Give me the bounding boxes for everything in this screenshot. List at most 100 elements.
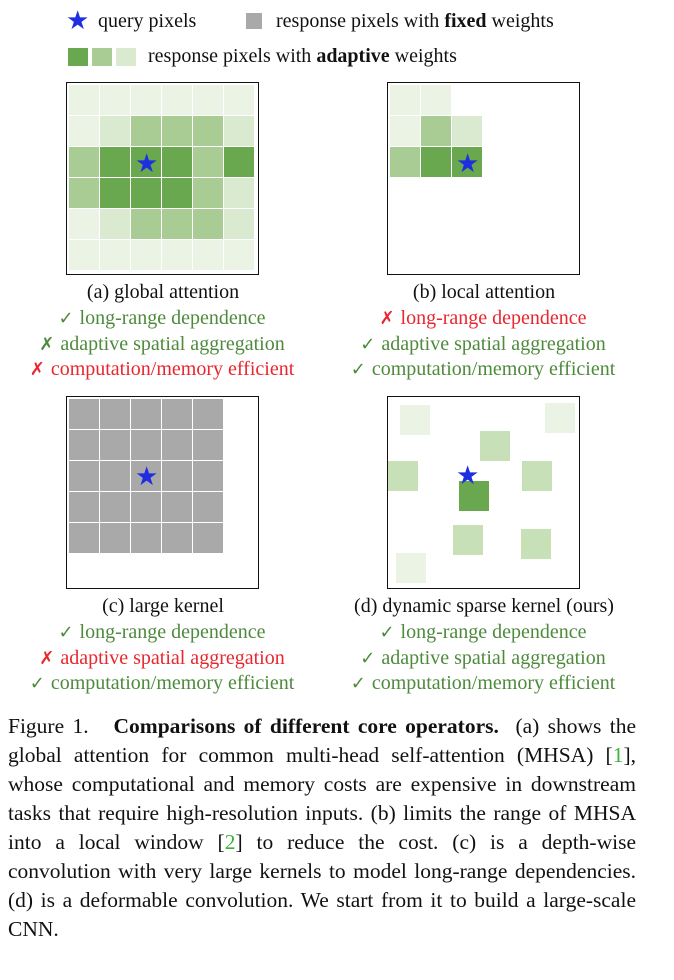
sparse-cell (388, 461, 418, 491)
criterion-text: computation/memory efficient (50, 358, 295, 380)
criterion-item: ✓ long-range dependence (2, 621, 322, 644)
grid-cell (193, 85, 223, 115)
query-star-icon: ★ (456, 149, 480, 179)
figure-caption: Figure 1. Comparisons of different core … (8, 712, 636, 944)
criterion-text: long-range dependence (79, 307, 266, 329)
grid-cell (452, 116, 482, 146)
sparse-cell (521, 529, 551, 559)
grid-cell (69, 430, 99, 460)
grid-cell (162, 492, 192, 522)
sparse-cell (396, 553, 426, 583)
criterion-item: ✓ computation/memory efficient (2, 672, 322, 695)
check-icon: ✓ (379, 622, 395, 643)
grid-cell (193, 492, 223, 522)
criterion-item: ✗ computation/memory efficient (2, 358, 322, 381)
panel-global-attention: ★ (66, 82, 259, 275)
legend-query-label: query pixels (98, 10, 197, 32)
grid-cell (193, 178, 223, 208)
grid-cell (193, 209, 223, 239)
legend-fixed-pre: response pixels with (276, 10, 445, 32)
grid-cell (131, 178, 161, 208)
grid-cell (69, 147, 99, 177)
legend-adaptive-bold: adaptive (316, 45, 390, 67)
grid-cell (100, 178, 130, 208)
grid-cell (162, 178, 192, 208)
grid-cell (224, 240, 254, 270)
sparse-cell (480, 431, 510, 461)
adaptive-swatch-dark (68, 48, 88, 66)
legend-adaptive-label: response pixels with adaptive weights (148, 45, 457, 68)
check-icon: ✓ (350, 359, 366, 380)
grid-cell (224, 209, 254, 239)
criterion-item: ✓ adaptive spatial aggregation (323, 333, 643, 356)
grid-cell (100, 85, 130, 115)
panel-dynamic-sparse-kernel: ★ (387, 396, 580, 589)
sparse-cell-center (459, 481, 489, 511)
criterion-text: computation/memory efficient (371, 358, 616, 380)
grid-cell (69, 523, 99, 553)
sparse-cell (453, 525, 483, 555)
check-icon: ✓ (350, 673, 366, 694)
grid-cell (421, 85, 451, 115)
legend-fixed-post: weights (486, 10, 554, 32)
citation-2[interactable]: 2 (224, 830, 236, 854)
grid-cell (162, 85, 192, 115)
grid-cell (162, 430, 192, 460)
grid-cell (162, 147, 192, 177)
criterion-text: computation/memory efficient (371, 672, 616, 694)
figure-text-2: ], whose computational and memory costs … (8, 743, 636, 854)
grid-cell (131, 461, 161, 491)
sparse-cell (545, 403, 575, 433)
grid-cell (100, 209, 130, 239)
grid-cell (224, 178, 254, 208)
criterion-item: ✗ adaptive spatial aggregation (2, 333, 322, 356)
query-star-icon: ★ (135, 462, 159, 492)
grid-cell (100, 147, 130, 177)
figure-label: Figure 1. (8, 714, 89, 738)
grid-cell (69, 492, 99, 522)
caption-c: (c) large kernel (102, 595, 224, 617)
criterion-text: long-range dependence (79, 621, 266, 643)
criterion-text: computation/memory efficient (50, 672, 295, 694)
grid-cell (421, 116, 451, 146)
grid-cell (131, 209, 161, 239)
grid-cell (193, 399, 223, 429)
cross-icon: ✗ (39, 647, 55, 669)
grid-cell (100, 399, 130, 429)
legend-fixed-label: response pixels with fixed weights (276, 10, 554, 33)
grid-cell (100, 430, 130, 460)
grid-cell (131, 116, 161, 146)
caption-b: (b) local attention (412, 281, 556, 303)
grid-cell (131, 523, 161, 553)
query-star-icon: ★ (135, 149, 159, 179)
legend-adaptive-post: weights (389, 45, 457, 67)
check-icon: ✓ (58, 308, 74, 329)
criterion-item: ✗ long-range dependence (323, 307, 643, 330)
grid-cell (100, 240, 130, 270)
criterion-item: ✗ adaptive spatial aggregation (2, 647, 322, 670)
criterion-item: ✓ long-range dependence (323, 621, 643, 644)
cross-icon: ✗ (39, 333, 55, 355)
criterion-text: adaptive spatial aggregation (381, 646, 606, 669)
panel-large-kernel: ★ (66, 396, 259, 589)
grid-cell (69, 461, 99, 491)
grid-cell (193, 116, 223, 146)
check-icon: ✓ (29, 673, 45, 694)
grid-cell (224, 116, 254, 146)
criterion-text: long-range dependence (400, 307, 587, 329)
criterion-text: adaptive spatial aggregation (381, 332, 606, 355)
grid-cell (162, 209, 192, 239)
grid-cell (131, 430, 161, 460)
grid-cell (193, 523, 223, 553)
citation-1[interactable]: 1 (612, 743, 624, 767)
grid-cell (390, 85, 420, 115)
check-icon: ✓ (360, 333, 376, 355)
figure-text-1: (a) shows the global attention for commo… (8, 714, 636, 767)
grid-cell (131, 240, 161, 270)
grid-cell (452, 147, 482, 177)
panel-local-attention: ★ (387, 82, 580, 275)
criterion-text: adaptive spatial aggregation (60, 332, 285, 355)
grid-cell (162, 116, 192, 146)
legend-fixed-bold: fixed (444, 10, 487, 32)
check-icon: ✓ (58, 622, 74, 643)
